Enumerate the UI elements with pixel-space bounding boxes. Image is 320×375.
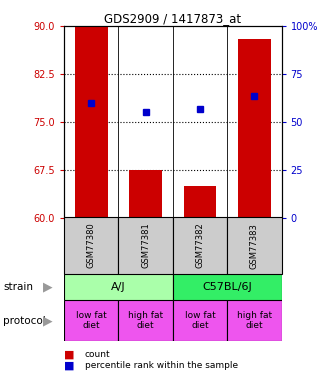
Bar [238, 39, 271, 218]
Bar [227, 217, 282, 274]
Text: strain: strain [3, 282, 33, 292]
Text: ▶: ▶ [43, 314, 53, 327]
Text: count: count [85, 350, 110, 359]
Text: ▶: ▶ [43, 280, 53, 293]
Text: GSM77380: GSM77380 [87, 223, 96, 268]
Bar [184, 186, 216, 218]
Text: C57BL/6J: C57BL/6J [202, 282, 252, 292]
Text: ■: ■ [64, 361, 75, 370]
Text: high fat
diet: high fat diet [237, 311, 272, 330]
Text: high fat
diet: high fat diet [128, 311, 163, 330]
Text: low fat
diet: low fat diet [185, 311, 215, 330]
Text: low fat
diet: low fat diet [76, 311, 107, 330]
Bar [118, 217, 173, 274]
Bar [173, 217, 227, 274]
Bar [227, 300, 282, 341]
Bar [64, 217, 118, 274]
Text: protocol: protocol [3, 316, 46, 326]
Bar [129, 170, 162, 217]
Text: ■: ■ [64, 350, 75, 359]
Text: GSM77382: GSM77382 [196, 223, 204, 268]
Bar [118, 300, 173, 341]
Text: A/J: A/J [111, 282, 126, 292]
Text: GSM77383: GSM77383 [250, 223, 259, 268]
Bar [173, 300, 227, 341]
Bar [75, 26, 108, 218]
Text: percentile rank within the sample: percentile rank within the sample [85, 361, 238, 370]
Text: GSM77381: GSM77381 [141, 223, 150, 268]
Bar [64, 274, 173, 300]
Title: GDS2909 / 1417873_at: GDS2909 / 1417873_at [104, 12, 241, 25]
Bar [173, 274, 282, 300]
Bar [64, 300, 118, 341]
